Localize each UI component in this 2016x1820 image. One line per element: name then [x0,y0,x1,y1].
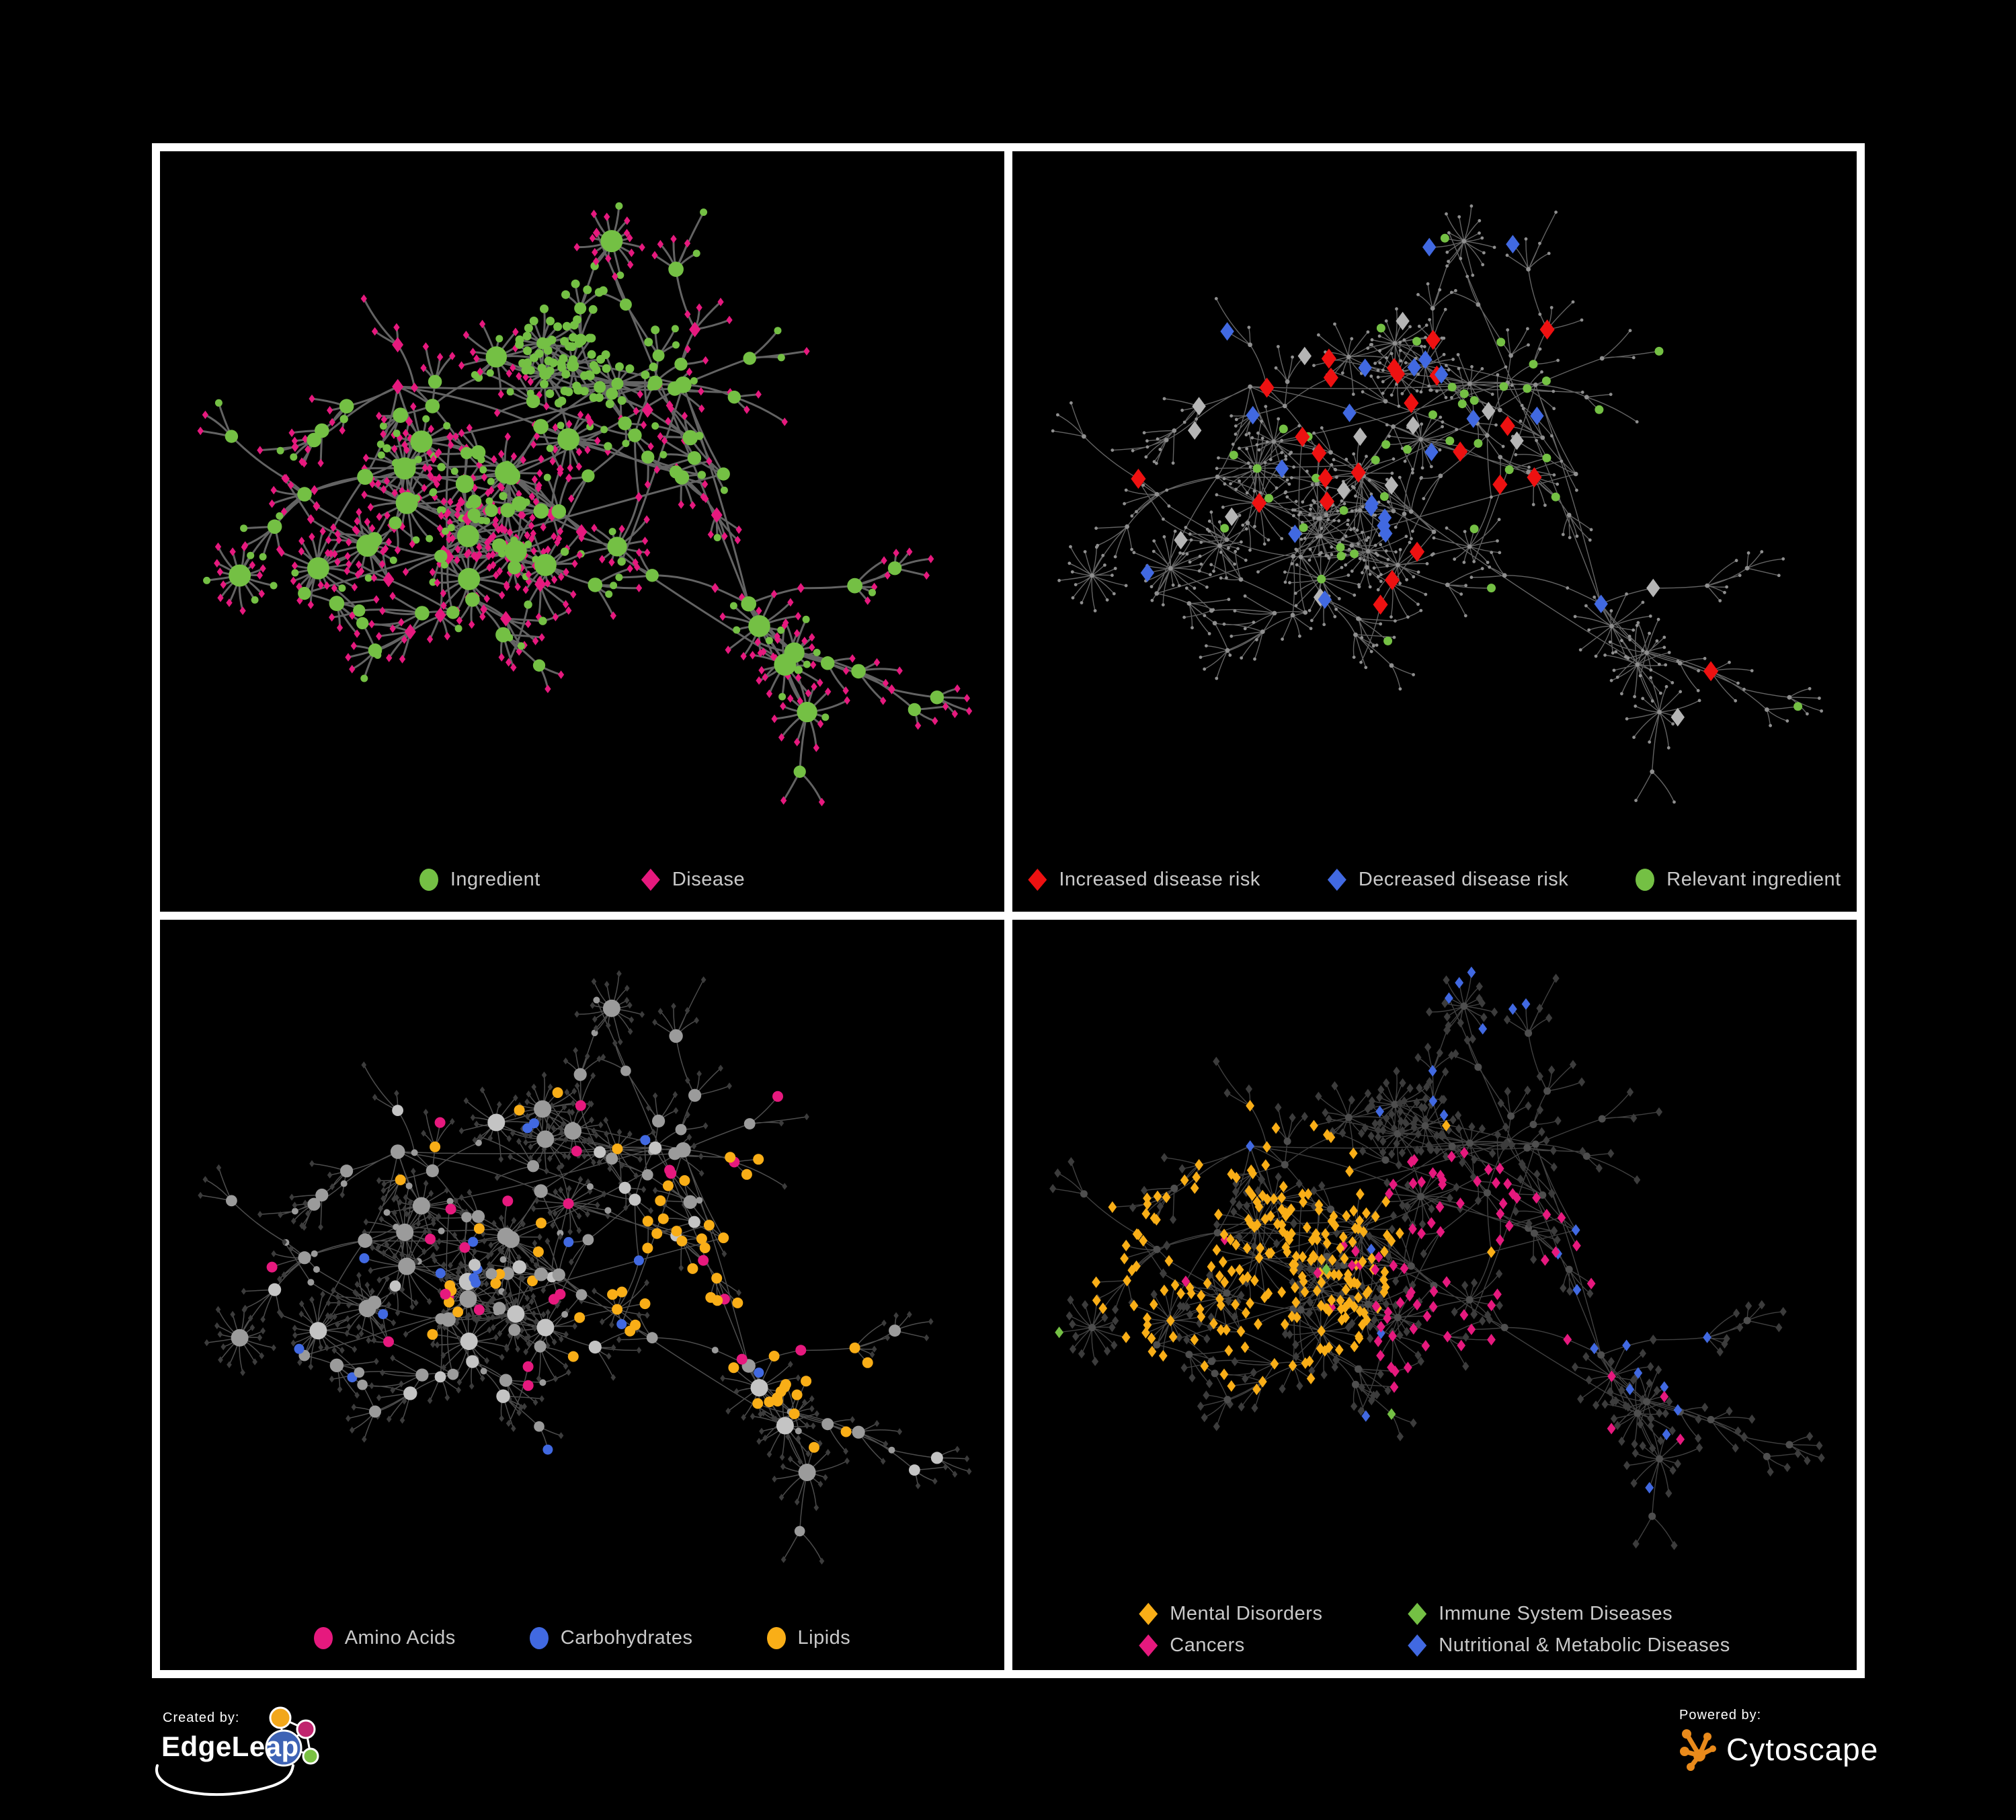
relevant-ingredient-marker-icon [1636,869,1655,891]
disease-category-legend: Mental Disorders Immune System Diseases … [1012,1589,1857,1670]
panel-disease-categories: Mental Disorders Immune System Diseases … [1012,920,1857,1670]
legend-item-cancers: Cancers [1139,1634,1394,1657]
created-by-label: Created by: [163,1710,240,1725]
legend-label: Ingredient [450,869,540,890]
legend-label: Immune System Diseases [1439,1603,1673,1624]
legend-label: Decreased disease risk [1358,869,1569,890]
legend-item-metabolic-diseases: Nutritional & Metabolic Diseases [1408,1634,1730,1657]
decreased-risk-marker-icon [1327,869,1346,891]
panel-ingredient-disease: Ingredient Disease [160,151,1004,912]
legend-label: Mental Disorders [1170,1603,1323,1624]
mental-disorders-marker-icon [1139,1603,1158,1625]
powered-by-block: Powered by: Cytosc [1679,1708,1878,1772]
disease-risk-network-graph [1051,204,1823,804]
panel-disease-risk: Increased disease risk Decreased disease… [1012,151,1857,912]
edgeleap-logo [155,1706,319,1796]
disease-risk-legend: Increased disease risk Decreased disease… [1012,848,1857,912]
increased-risk-marker-icon [1028,869,1047,891]
legend-item-mental-disorders: Mental Disorders [1139,1603,1394,1625]
legend-item-ingredient: Ingredient [419,869,540,891]
edgeleap-blue-node [265,1729,303,1767]
nutrient-class-legend: Amino Acids Carbohydrates Lipids [160,1606,1004,1670]
edgeleap-brand-text: EdgeLeap [161,1731,299,1762]
powered-by-label: Powered by: [1679,1708,1762,1723]
legend-item-amino-acids: Amino Acids [313,1627,456,1649]
legend-item-lipids: Lipids [766,1627,851,1649]
nutrient-class-network-graph [198,970,972,1565]
edgeleap-magenta-node [296,1719,316,1739]
ingredient-disease-network-graph [197,202,973,807]
disease-marker-icon [641,869,660,891]
panel-nutrient-classes: Amino Acids Carbohydrates Lipids [160,920,1004,1670]
ingredient-disease-legend: Ingredient Disease [160,848,1004,912]
legend-label: Nutritional & Metabolic Diseases [1439,1634,1730,1656]
cancers-marker-icon [1139,1634,1158,1657]
legend-item-disease: Disease [641,869,745,891]
legend-item-decreased-risk: Decreased disease risk [1327,869,1569,891]
metabolic-diseases-marker-icon [1408,1634,1427,1657]
ingredient-marker-icon [419,869,438,891]
created-by-block: Created by: EdgeLeap [153,1706,476,1814]
carbohydrates-marker-icon [529,1627,549,1649]
legend-label: Increased disease risk [1059,869,1260,890]
cytoscape-brand-text: Cytoscape [1726,1732,1879,1767]
edgeleap-green-node [302,1747,319,1765]
cytoscape-logo [1680,1729,1716,1771]
legend-item-relevant-ingredient: Relevant ingredient [1636,869,1841,891]
legend-label: Cancers [1170,1634,1245,1656]
disease-category-network-graph [1049,966,1825,1550]
edgeleap-orange-node [269,1706,292,1729]
immune-diseases-marker-icon [1408,1603,1427,1625]
legend-label: Disease [672,869,745,890]
legend-label: Amino Acids [344,1627,456,1649]
legend-label: Carbohydrates [560,1627,693,1649]
legend-item-immune-diseases: Immune System Diseases [1408,1603,1730,1625]
panel-grid: Ingredient Disease Increased disease ris… [152,143,1865,1678]
legend-label: Relevant ingredient [1666,869,1841,890]
amino-acids-marker-icon [313,1627,333,1649]
legend-item-increased-risk: Increased disease risk [1028,869,1260,891]
legend-item-carbohydrates: Carbohydrates [529,1627,693,1649]
lipids-marker-icon [766,1627,786,1649]
legend-label: Lipids [797,1627,851,1649]
